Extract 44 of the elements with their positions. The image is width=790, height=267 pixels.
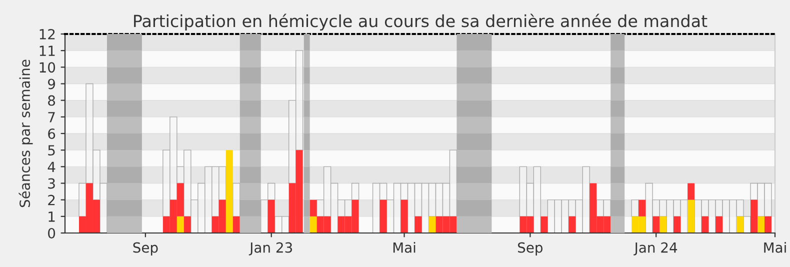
y-tick-label: 9: [48, 78, 55, 90]
y-tick-label: 6: [48, 128, 56, 139]
x-tick-label: Mai: [393, 242, 416, 253]
bar: [184, 216, 191, 233]
x-tick-label: Mai: [764, 242, 786, 253]
x-tick-label: Sep: [133, 242, 158, 256]
y-tick-label: 11: [40, 46, 55, 56]
bar: [764, 216, 772, 233]
bar: [568, 216, 576, 233]
y-tick-label: 2: [48, 194, 55, 206]
bar: [540, 216, 548, 233]
bar: [758, 216, 765, 233]
x-tick-label: Sep: [518, 242, 542, 256]
bar: [674, 216, 681, 233]
x-tick-label: Jan 23: [248, 242, 292, 256]
bar: [428, 216, 436, 233]
y-tick-label: 10: [40, 62, 56, 73]
bar: [226, 150, 233, 233]
y-tick-label: 4: [48, 162, 56, 172]
y-tick-label: 3: [48, 178, 55, 189]
y-tick-label: 5: [48, 145, 55, 156]
bar: [638, 200, 646, 216]
bar: [414, 216, 422, 233]
bar: [750, 200, 758, 233]
bar: [268, 200, 275, 233]
bar: [688, 200, 695, 233]
y-tick-label: 1: [48, 212, 55, 222]
bar: [176, 216, 184, 233]
x-tick-label: Jan 24: [634, 242, 678, 256]
bar: [716, 216, 723, 233]
y-tick-label: 12: [40, 28, 55, 40]
bar: [652, 216, 660, 233]
chart-title: Participation en hémicycle au cours de sa dernière année de mandat: [134, 14, 708, 31]
bar: [631, 199, 639, 217]
bar: [400, 200, 408, 233]
bar: [702, 216, 709, 233]
y-tick-label: 7: [48, 112, 55, 122]
bar: [380, 200, 387, 233]
bar: [736, 216, 744, 233]
y-axis-title: Séances par semaine: [18, 60, 33, 208]
y-tick-label: 8: [48, 95, 56, 106]
bar: [688, 183, 695, 200]
bar: [660, 216, 667, 233]
y-tick-label: 0: [48, 228, 56, 238]
